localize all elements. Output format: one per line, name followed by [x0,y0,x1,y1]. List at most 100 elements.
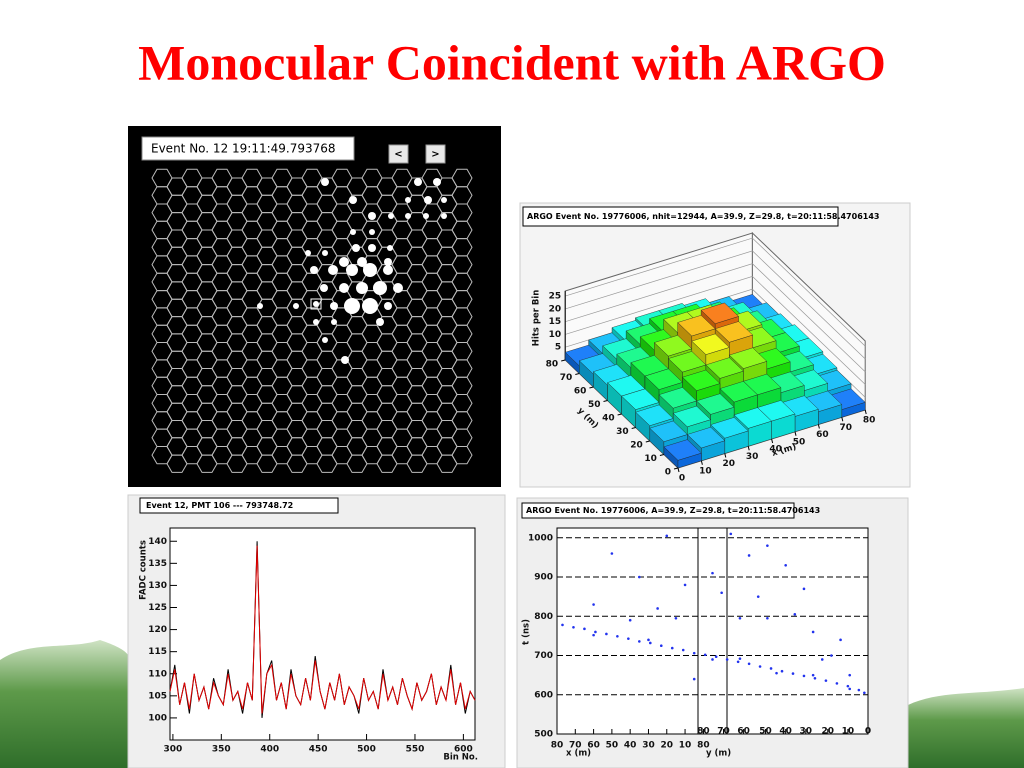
y-tick-label: 105 [148,691,167,701]
y-tick-label: 130 [148,581,167,591]
pmt-hit [388,213,394,219]
bar-top [710,417,749,439]
tick-mark [575,373,580,375]
bar-top [668,351,707,373]
x-tick-label: 70 [569,741,582,751]
pmt-hit [369,229,375,235]
x-tick-label: 600 [454,745,473,755]
hit-point [736,660,740,664]
bar-top [686,426,726,449]
hit-point [681,648,685,652]
z-tick-label: 20 [549,304,562,314]
prev-button-label[interactable]: < [394,149,402,160]
event-label: Event No. 12 19:11:49.793768 [151,142,336,156]
x2-tick-label: 50 [759,727,772,737]
hit-point [729,532,733,536]
hit-point [824,679,828,682]
hit-point [659,644,663,648]
y-tick-label: 100 [148,713,167,723]
hit-point [802,674,806,678]
waveform-title-box [139,497,339,514]
hit-point [592,603,595,606]
hit-point [811,673,815,677]
next-button-label[interactable]: > [431,149,439,160]
scatter-title: ARGO Event No. 19776006, A=39.9, Z=29.8,… [526,506,820,515]
tick-mark [673,467,679,470]
x-tick-label: 20 [723,459,736,469]
bar-top [677,315,716,337]
waveform-line [169,545,476,714]
tick-mark [645,440,650,443]
pmt-hit [339,283,349,293]
bar-top [653,335,693,357]
pmt-hit [352,244,360,252]
y-tick-label: 600 [534,690,553,700]
hit-point [561,623,564,627]
hit-point [766,616,769,620]
y-tick-label: 125 [148,603,167,613]
x-tick-label: 400 [260,745,279,755]
pmt-hit [423,213,429,219]
z-tick-label: 25 [549,292,562,302]
x-tick-label: 60 [587,741,600,751]
waveform-title: Event 12, PMT 106 --- 793748.72 [146,501,293,510]
hit-point [835,682,839,685]
hit-point [791,672,795,675]
hit-point [616,634,619,638]
hit-point [714,655,718,659]
pmt-hit [320,284,328,292]
tick-mark [841,417,844,422]
next-button[interactable] [425,144,446,164]
tick-mark [603,400,608,402]
hit-point [638,575,641,579]
hit-point [628,618,632,622]
pmt-hit [257,303,263,309]
bar-top [635,404,674,426]
hit-point [813,676,817,680]
y-tick-label: 50 [588,400,601,410]
bar-top [700,302,739,324]
hit-point [605,632,608,636]
tick-mark [631,427,636,429]
hit-point [857,688,861,692]
pmt-hit [393,283,403,293]
y-tick-label: 140 [148,537,167,547]
hit-point [756,595,760,598]
x-tick-label: 0 [679,474,685,484]
hit-point [692,677,696,681]
hit-point [692,651,696,655]
selected-pmt [310,298,322,310]
tick-mark [589,386,594,389]
pmt-hit [357,257,367,267]
x-tick-label: 550 [406,745,425,755]
pmt-hit [322,250,328,256]
hit-point [720,591,723,595]
pmt-hit [322,337,328,343]
hit-point [683,583,687,587]
lego-title-box [522,206,839,227]
pmt-hit [331,319,337,325]
x-tick-label: 80 [863,416,876,426]
bar-top [728,347,768,369]
hit-point [656,607,659,610]
scatter-title-box [521,502,795,519]
bar-top [682,369,721,391]
x-tick-label: 450 [309,745,328,755]
hit-point [793,613,797,616]
x-tick-label: 30 [746,452,759,462]
pmt-hit [349,196,357,204]
y-tick-label: 0 [665,468,671,478]
prev-button[interactable] [388,144,409,164]
y-tick-label: 900 [534,573,553,583]
hit-point [583,627,586,631]
hit-point [848,687,852,691]
hit-point [647,638,650,642]
pmt-hit [384,302,392,310]
pmt-hit [433,178,441,186]
pmt-hit [305,250,311,256]
bar-top [691,333,730,355]
hit-point [780,669,784,673]
pmt-hit [405,213,411,219]
